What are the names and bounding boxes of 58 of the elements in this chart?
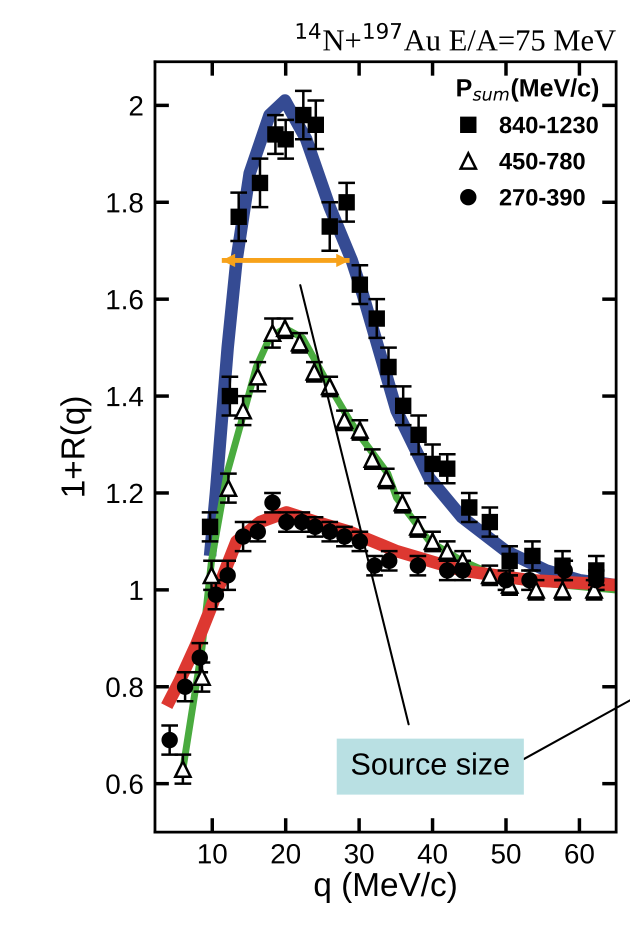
point <box>410 557 426 574</box>
point <box>277 131 294 148</box>
point <box>439 460 456 477</box>
point <box>252 174 268 192</box>
point <box>338 194 355 210</box>
y-tick-label: 1.2 <box>107 484 142 504</box>
legend-label: 450-780 <box>499 152 585 170</box>
point <box>410 426 427 444</box>
point <box>250 524 266 540</box>
point <box>482 514 498 530</box>
x-tick-label: 50 <box>492 844 520 864</box>
x-tick-label: 10 <box>198 844 227 864</box>
point <box>208 586 224 603</box>
point <box>174 760 192 778</box>
point <box>368 310 385 327</box>
point <box>461 499 478 516</box>
legend-title: P$_{sum}$(MeV/c) <box>457 78 598 102</box>
y-axis-title: 1+R(q) <box>60 398 92 496</box>
x-axis-title: q (MeV/c) <box>314 872 456 903</box>
point <box>295 106 312 124</box>
point <box>202 518 218 536</box>
y-tick-label: 1.6 <box>107 290 143 310</box>
x-tick-label: 30 <box>344 844 374 864</box>
point <box>161 732 178 748</box>
annotation: Source size <box>352 752 509 775</box>
point <box>202 566 220 584</box>
point <box>222 388 238 404</box>
point <box>219 567 236 584</box>
point <box>234 402 252 420</box>
x-tick-label: 60 <box>565 844 594 864</box>
point <box>192 649 208 666</box>
point <box>264 324 282 342</box>
y-tick-label: 1.8 <box>107 192 143 213</box>
point <box>248 368 267 386</box>
legend-label: 840-1230 <box>500 116 598 134</box>
point <box>176 678 194 695</box>
point <box>322 524 338 540</box>
y-tick-label: 0.8 <box>106 677 143 698</box>
point <box>322 218 338 235</box>
point <box>394 398 412 414</box>
y-tick-label: 0.6 <box>106 774 143 794</box>
point <box>524 548 541 564</box>
x-tick-label: 40 <box>418 844 447 864</box>
point <box>308 116 324 133</box>
point <box>352 276 368 293</box>
x-tick-label: 20 <box>272 844 300 864</box>
point <box>424 456 441 472</box>
chart-title: $^{14}$N+$^{197}$Au E/A=75 MeV <box>296 22 616 51</box>
y-tick-label: 2 <box>130 96 142 116</box>
point <box>234 528 252 545</box>
point <box>381 552 398 569</box>
point <box>380 358 397 376</box>
point <box>220 479 238 498</box>
y-tick-label: 1.4 <box>107 387 144 406</box>
point <box>230 208 247 226</box>
point <box>501 552 518 569</box>
y-tick-label: 1 <box>130 580 143 600</box>
legend-label: 270-390 <box>500 188 585 206</box>
